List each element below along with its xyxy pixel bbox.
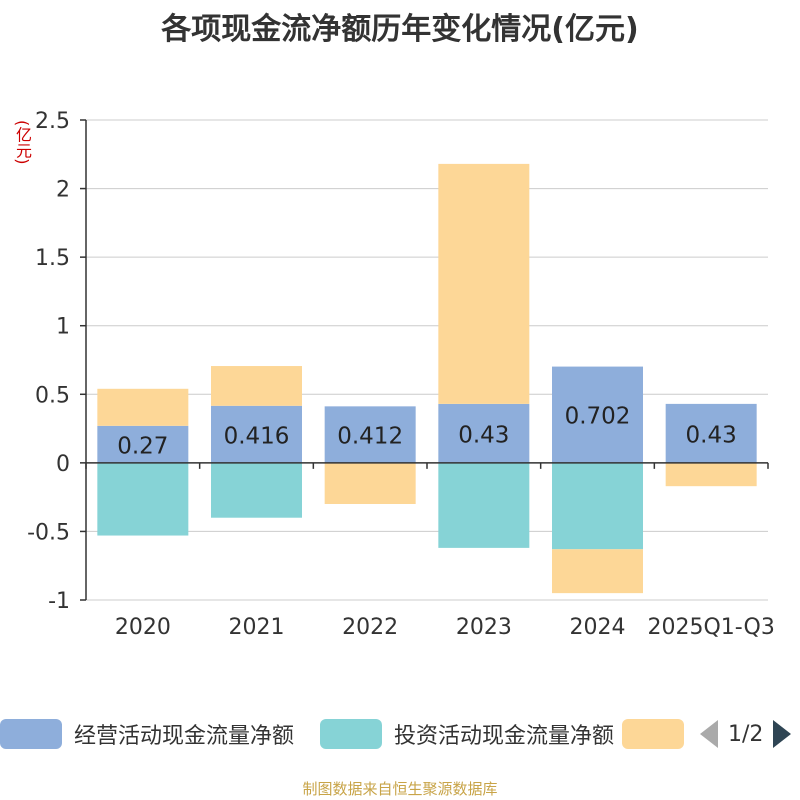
y-tick-label: -1 <box>48 589 70 614</box>
data-label-2025Q1-Q3: 0.43 <box>686 422 737 448</box>
y-tick-label: 2.5 <box>35 109 70 134</box>
legend-label-operating: 经营活动现金流量净额 <box>74 724 295 749</box>
bar-2022-series-0 <box>324 406 416 463</box>
data-label-2022: 0.412 <box>337 424 403 450</box>
x-tick-label-2021: 2021 <box>229 615 285 640</box>
chart-title: 各项现金流净额历年变化情况(亿元) <box>161 12 639 47</box>
y-tick-label: 0.5 <box>35 383 70 408</box>
y-tick-label: 1.5 <box>35 246 70 271</box>
y-tick-label: -0.5 <box>27 520 70 545</box>
y-tick-label: 0 <box>56 452 70 477</box>
legend-prev-icon[interactable] <box>700 720 718 748</box>
bar-2022-series-2 <box>324 462 416 504</box>
legend-item-investing[interactable]: 投资活动现金流量净额 <box>320 716 614 752</box>
legend-item-operating[interactable]: 经营活动现金流量净额 <box>0 716 294 752</box>
bar-2021-series-1 <box>211 462 302 518</box>
y-tick-label: 2 <box>56 178 70 203</box>
legend-swatch-operating <box>0 719 62 749</box>
x-tick-label-2020: 2020 <box>115 615 171 640</box>
bar-2024-series-0 <box>552 366 643 463</box>
bar-2021-series-0 <box>211 405 302 463</box>
data-label-2023: 0.43 <box>458 422 509 448</box>
bar-2023-series-2 <box>438 163 530 404</box>
legend-item-financing[interactable] <box>622 716 696 752</box>
bar-2020-series-2 <box>97 388 189 426</box>
y-tick-label: 1 <box>56 315 70 340</box>
legend: 经营活动现金流量净额 投资活动现金流量净额 1/2 <box>0 716 800 752</box>
bar-2025Q1-Q3-series-2 <box>665 462 757 487</box>
x-tick-label-2023: 2023 <box>456 615 512 640</box>
bar-2023-series-0 <box>438 403 530 463</box>
x-tick-label-2024: 2024 <box>570 615 626 640</box>
legend-next-icon[interactable] <box>773 720 792 748</box>
legend-label-investing: 投资活动现金流量净额 <box>394 724 615 749</box>
bar-2025Q1-Q3-series-0 <box>665 403 757 463</box>
bar-2024-series-2 <box>552 549 643 594</box>
bar-2020-series-0 <box>97 425 189 463</box>
x-tick-label-2025Q1-Q3: 2025Q1-Q3 <box>647 615 774 640</box>
data-label-2020: 0.27 <box>117 433 168 459</box>
bar-chart: 2.5 2 1.5 1 0.5 0 -0.5 -1 0.27 0.416 0.412 0.43 0.70… <box>27 109 775 640</box>
legend-swatch-financing <box>622 719 684 749</box>
bar-2021-series-2 <box>211 366 302 406</box>
x-tick-label-2022: 2022 <box>342 615 398 640</box>
legend-swatch-investing <box>320 719 382 749</box>
y-axis-unit: (亿元) <box>13 120 32 165</box>
legend-pager: 1/2 <box>700 716 792 752</box>
bar-2024-series-1 <box>552 462 643 550</box>
data-source: 制图数据来自恒生聚源数据库 <box>302 780 498 798</box>
bar-2023-series-1 <box>438 462 530 548</box>
data-label-2024: 0.702 <box>565 404 631 430</box>
legend-page-indicator: 1/2 <box>728 721 764 747</box>
data-label-2021: 0.416 <box>224 423 290 449</box>
bar-2020-series-1 <box>97 462 189 536</box>
